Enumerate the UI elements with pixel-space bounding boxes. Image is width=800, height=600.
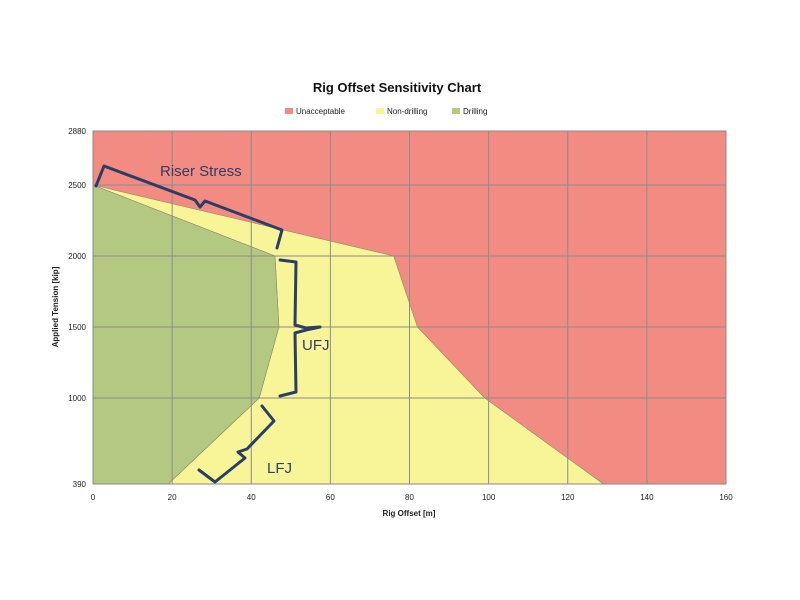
plot-border [92,130,727,485]
x-tick-label: 160 [719,493,733,502]
legend-label: Drilling [463,107,487,116]
x-tick-label: 120 [561,493,575,502]
x-tick-label: 40 [247,493,256,502]
x-tick-label: 100 [482,493,496,502]
y-tick-label: 1000 [68,394,86,403]
legend-label: Non-drilling [387,107,427,116]
x-tick-label: 0 [91,493,96,502]
y-tick-labels: 390 1000 1500 2000 2500 2880 [68,127,86,489]
x-tick-label: 60 [326,493,335,502]
y-axis-label: Applied Tension [kip] [51,266,60,347]
legend-swatch [285,108,293,114]
gridlines [93,131,726,484]
x-tick-label: 20 [168,493,177,502]
x-tick-label: 80 [405,493,414,502]
y-tick-label: 2500 [68,181,86,190]
legend: Unacceptable Non-drilling Drilling [285,107,487,116]
y-tick-label: 1500 [68,323,86,332]
y-tick-label: 2000 [68,252,86,261]
riser-stress-label: Riser Stress [160,163,242,180]
y-tick-label: 390 [73,480,87,489]
annotations: Riser Stress UFJ LFJ [94,163,330,484]
x-tick-labels: 0 20 40 60 80 100 120 140 160 [91,493,733,502]
riser-stress-brace [94,164,284,250]
ufj-brace [278,258,322,398]
x-tick-label: 140 [640,493,654,502]
y-tick-label: 2880 [68,127,86,136]
x-axis-label: Rig Offset [m] [383,509,436,518]
ufj-label: UFJ [302,337,330,354]
legend-label: Unacceptable [296,107,345,116]
lfj-brace [197,404,276,484]
chart-title: Rig Offset Sensitivity Chart [313,80,482,95]
legend-swatch [452,108,460,114]
legend-swatch [376,108,384,114]
lfj-label: LFJ [267,460,292,477]
